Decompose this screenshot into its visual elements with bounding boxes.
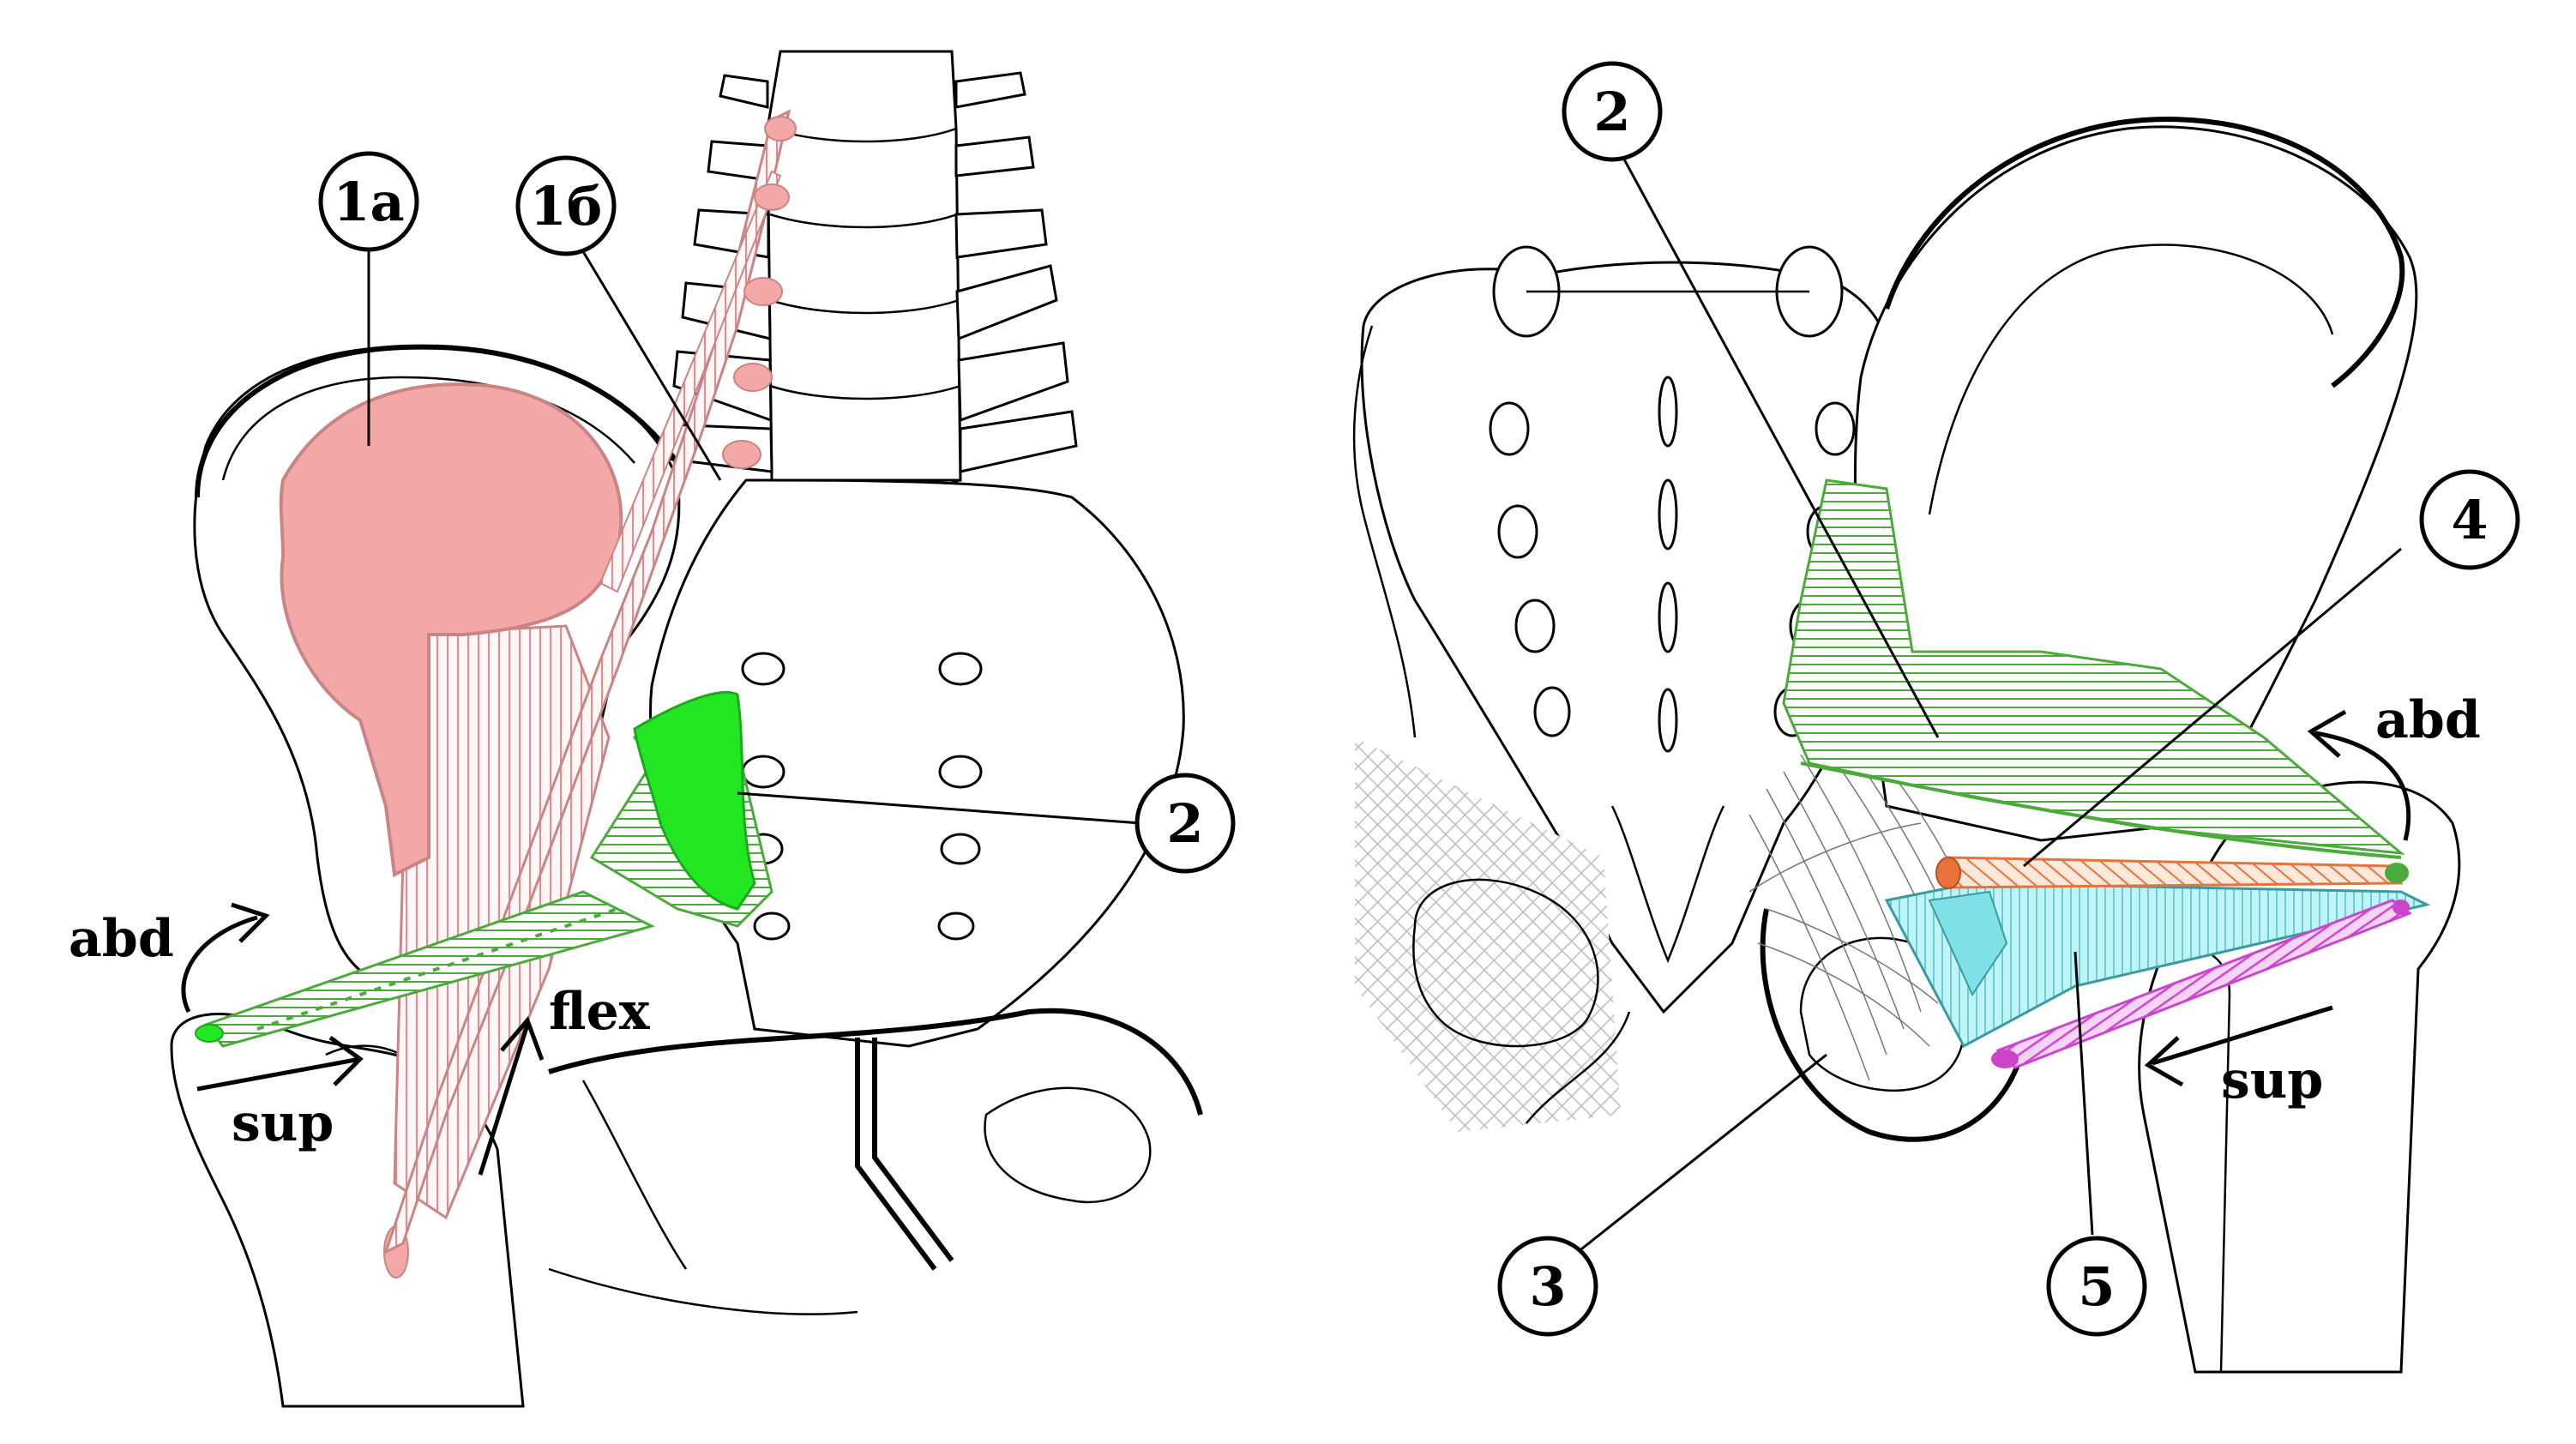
svg-text:3: 3: [1529, 1255, 1566, 1318]
arrow-abd-left: abd: [69, 902, 270, 1014]
gluteus-medius-right-2: [1782, 478, 2405, 859]
pointer-4: [2023, 547, 2402, 868]
arrow-flex: flex: [478, 982, 651, 1176]
svg-text:2: 2: [1166, 792, 1203, 855]
gluteus-medius-2: [195, 690, 773, 1048]
right-panel: 2 3 4 5 abd sup: [1352, 61, 2520, 1374]
muscle-4: [1935, 856, 2409, 889]
svg-text:abd: abd: [2375, 690, 2481, 750]
left-hip-outline: [1352, 325, 1631, 1132]
svg-text:5: 5: [2078, 1255, 2115, 1318]
arrow-abd-right: abd: [2307, 690, 2481, 841]
left-pelvis: [548, 478, 1203, 1315]
lumbar-spine: [665, 50, 1078, 495]
svg-text:2: 2: [1593, 81, 1630, 143]
label-4: 4: [2419, 469, 2520, 570]
muscle-5: [1991, 899, 2413, 1069]
arrow-sup-left: sup: [196, 1035, 364, 1153]
svg-text:flex: flex: [549, 982, 651, 1042]
label-5: 5: [2046, 1236, 2147, 1337]
arrow-sup-right: sup: [2144, 1005, 2333, 1110]
label-1a: 1а: [318, 151, 419, 252]
pointer-2-right: [1610, 136, 1940, 738]
pointer-3: [1577, 1053, 1827, 1254]
left-panel: 1а 1б 2 abd sup flex: [69, 50, 1236, 1408]
pointer-2-left: [737, 791, 1141, 825]
label-2-right: 2: [1562, 61, 1663, 162]
svg-text:4: 4: [2451, 489, 2488, 551]
svg-text:1а: 1а: [333, 171, 404, 233]
svg-text:sup: sup: [232, 1093, 334, 1153]
label-2-left: 2: [1135, 773, 1236, 874]
label-3: 3: [1497, 1236, 1598, 1337]
obturator-3: [1884, 881, 2431, 1049]
label-1b: 1б: [515, 155, 617, 256]
svg-text:sup: sup: [2221, 1050, 2323, 1110]
pointer-1b: [564, 222, 722, 481]
svg-text:1б: 1б: [530, 175, 603, 238]
svg-text:abd: abd: [69, 909, 174, 969]
pointer-5: [2073, 951, 2094, 1236]
